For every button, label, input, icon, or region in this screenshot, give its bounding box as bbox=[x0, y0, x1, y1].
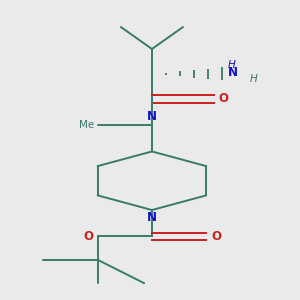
Text: O: O bbox=[211, 230, 221, 243]
Text: N: N bbox=[147, 110, 157, 123]
Text: N: N bbox=[228, 66, 238, 79]
Text: H: H bbox=[228, 59, 235, 70]
Text: H: H bbox=[250, 74, 257, 84]
Text: N: N bbox=[147, 212, 157, 224]
Text: O: O bbox=[219, 92, 229, 105]
Text: O: O bbox=[83, 230, 93, 243]
Text: Me: Me bbox=[79, 120, 94, 130]
